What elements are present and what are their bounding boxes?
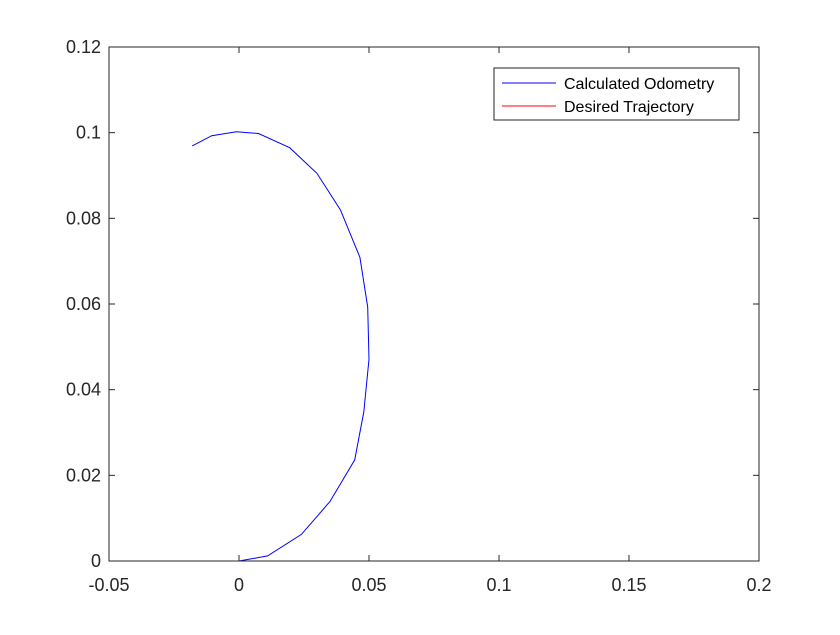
legend-label-0: Calculated Odometry bbox=[564, 76, 714, 93]
y-tick-label: 0.12 bbox=[66, 37, 101, 57]
plot-area bbox=[109, 47, 759, 561]
y-tick-label: 0.02 bbox=[66, 465, 101, 485]
x-tick-label: 0.1 bbox=[486, 575, 511, 595]
y-tick-label: 0.08 bbox=[66, 208, 101, 228]
axes-layer: -0.05 0 0.05 0.1 0.15 0.2 0 0.02 0.04 0.06 0.08 0.1… bbox=[66, 37, 772, 595]
legend-box bbox=[493, 67, 740, 121]
x-tick-label: 0.15 bbox=[611, 575, 646, 595]
series-line-0 bbox=[191, 131, 370, 562]
y-tick-label: 0.1 bbox=[76, 123, 101, 143]
x-tick-label: 0.2 bbox=[746, 575, 771, 595]
y-tick-label: 0 bbox=[91, 551, 101, 571]
x-tick-label: 0.05 bbox=[351, 575, 386, 595]
x-tick-label: 0 bbox=[234, 575, 244, 595]
y-tick-label: 0.04 bbox=[66, 380, 101, 400]
y-tick-label: 0.06 bbox=[66, 294, 101, 314]
legend-label-1: Desired Trajectory bbox=[564, 99, 694, 116]
legend: Calculated Odometry Desired Trajectory bbox=[493, 67, 740, 121]
x-tick-label: -0.05 bbox=[88, 575, 129, 595]
